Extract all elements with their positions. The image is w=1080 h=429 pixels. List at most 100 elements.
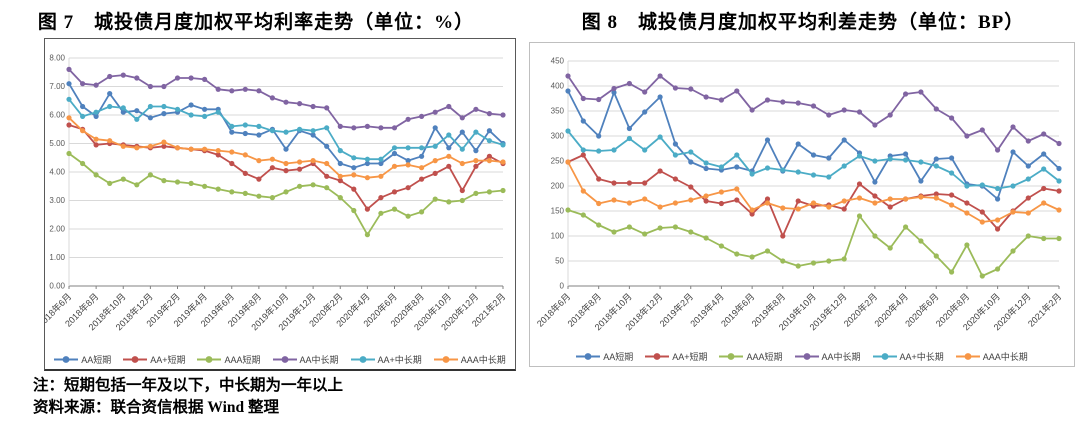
series-marker-AA+中长期: [856, 153, 863, 159]
series-marker-AA+中长期: [626, 135, 632, 142]
series-marker-AAA中长期: [364, 175, 370, 181]
series-marker-AAA短期: [810, 260, 817, 266]
series-marker-AA中长期: [764, 97, 771, 103]
legend-dot: [803, 353, 810, 360]
series-marker-AA+中长期: [841, 163, 847, 169]
series-marker-AAA短期: [841, 256, 847, 262]
series-marker-AA+短期: [351, 186, 357, 192]
legend-label: AA+短期: [672, 352, 708, 362]
series-marker-AA中长期: [161, 83, 167, 90]
series-marker-AA短期: [405, 158, 411, 164]
series-marker-AAA短期: [120, 176, 126, 182]
series-marker-AA短期: [80, 103, 86, 110]
series-marker-AA短期: [107, 91, 113, 97]
series-marker-AAA短期: [964, 242, 970, 248]
legend-dot: [728, 353, 735, 360]
series-marker-AA中长期: [93, 82, 99, 88]
series-marker-AAA中长期: [672, 200, 678, 206]
series-marker-AA+中长期: [903, 157, 909, 163]
series-marker-AA短期: [626, 125, 632, 132]
series-marker-AA+中长期: [1041, 166, 1047, 172]
series-marker-AAA短期: [202, 183, 208, 189]
legend-item-AAA短期: AAA短期: [197, 353, 261, 366]
legend-marker-icon: [955, 353, 980, 360]
series-marker-AA+中长期: [780, 167, 786, 173]
series-marker-AA短期: [161, 111, 167, 117]
series-marker-AA短期: [473, 148, 479, 154]
series-marker-AAA中长期: [134, 145, 140, 151]
series-marker-AA+短期: [391, 189, 398, 195]
series-marker-AA+中长期: [107, 103, 113, 110]
series-marker-AAA中长期: [1056, 207, 1062, 213]
series-marker-AA+短期: [795, 198, 801, 204]
y-tick-label: 3.00: [49, 196, 65, 205]
series-marker-AA短期: [1041, 151, 1047, 157]
series-line-AA+短期: [68, 124, 504, 211]
y-tick-label: 100: [551, 232, 565, 241]
legend-label: AAA短期: [224, 355, 261, 365]
legend-item-AA短期: AA短期: [54, 353, 111, 366]
series-marker-AAA短期: [565, 207, 571, 213]
series-marker-AA+中长期: [188, 112, 194, 118]
series-marker-AA中长期: [1056, 140, 1062, 147]
series-marker-AA短期: [310, 132, 316, 138]
series-marker-AA短期: [703, 165, 709, 172]
series-marker-AAA短期: [161, 178, 167, 184]
series-marker-AAA中长期: [202, 146, 208, 152]
series-marker-AA中长期: [242, 86, 248, 92]
legend-dot: [281, 356, 288, 363]
series-marker-AAA短期: [473, 190, 479, 196]
series-marker-AAA中长期: [979, 219, 985, 225]
series-marker-AA中长期: [995, 147, 1001, 153]
series-marker-AAA短期: [174, 179, 181, 185]
y-tick-label: 4.00: [49, 168, 65, 177]
series-marker-AA中长期: [841, 107, 847, 113]
series-marker-AA中长期: [826, 112, 832, 118]
series-marker-AA+中长期: [419, 145, 425, 151]
series-marker-AA+短期: [229, 160, 235, 167]
series-marker-AA中长期: [188, 75, 194, 81]
y-tick-label: 1.00: [49, 253, 65, 262]
series-marker-AA+短期: [283, 168, 289, 174]
series-marker-AA中长期: [872, 122, 878, 128]
series-marker-AAA中长期: [887, 196, 893, 202]
series-marker-AAA短期: [1025, 233, 1031, 239]
series-marker-AAA短期: [66, 150, 72, 157]
series-marker-AA+中长期: [405, 145, 411, 151]
series-marker-AA+中长期: [500, 142, 506, 148]
series-marker-AAA中长期: [486, 158, 492, 164]
y-tick-label: 6.00: [49, 111, 65, 120]
legend-marker-icon: [123, 356, 148, 363]
series-marker-AA中长期: [378, 125, 384, 131]
series-marker-AAA中长期: [903, 196, 909, 202]
series-marker-AA+中长期: [642, 147, 648, 153]
series-marker-AA+短期: [324, 173, 330, 179]
series-marker-AA+中长期: [283, 129, 289, 135]
y-tick-label: 0: [560, 282, 565, 291]
legend-dot: [442, 356, 450, 363]
legend-marker-icon: [794, 353, 819, 360]
series-marker-AAA短期: [780, 258, 786, 264]
y-tick-label: 5.00: [49, 139, 65, 148]
series-marker-AAA中长期: [841, 198, 847, 204]
series-marker-AA中长期: [324, 105, 330, 111]
y-tick-label: 200: [551, 182, 565, 191]
figure7-chart-frame: 0.00 1.00 2.00 3.00 4.00 5.00 6.00 7.00 8.00 2018…: [44, 38, 516, 371]
series-marker-AA中长期: [364, 123, 370, 129]
series-marker-AA+短期: [93, 142, 99, 148]
series-marker-AAA中长期: [405, 162, 411, 168]
series-marker-AAA短期: [378, 210, 384, 216]
series-marker-AA中长期: [297, 101, 303, 107]
legend-dot: [206, 356, 213, 363]
series-marker-AAA短期: [310, 182, 316, 188]
figure7-plot-area: 0.001.002.003.004.005.006.007.008.002018…: [45, 54, 507, 333]
series-marker-AAA中长期: [596, 200, 602, 207]
series-marker-AA中长期: [473, 106, 479, 112]
series-marker-AA+中长期: [120, 105, 126, 111]
legend-marker-icon: [350, 356, 375, 363]
series-marker-AAA短期: [364, 232, 370, 238]
series-marker-AA中长期: [979, 127, 985, 133]
series-marker-AA短期: [378, 160, 384, 167]
legend-item-AA+中长期: AA+中长期: [350, 353, 422, 366]
series-marker-AA+中长期: [964, 183, 970, 189]
